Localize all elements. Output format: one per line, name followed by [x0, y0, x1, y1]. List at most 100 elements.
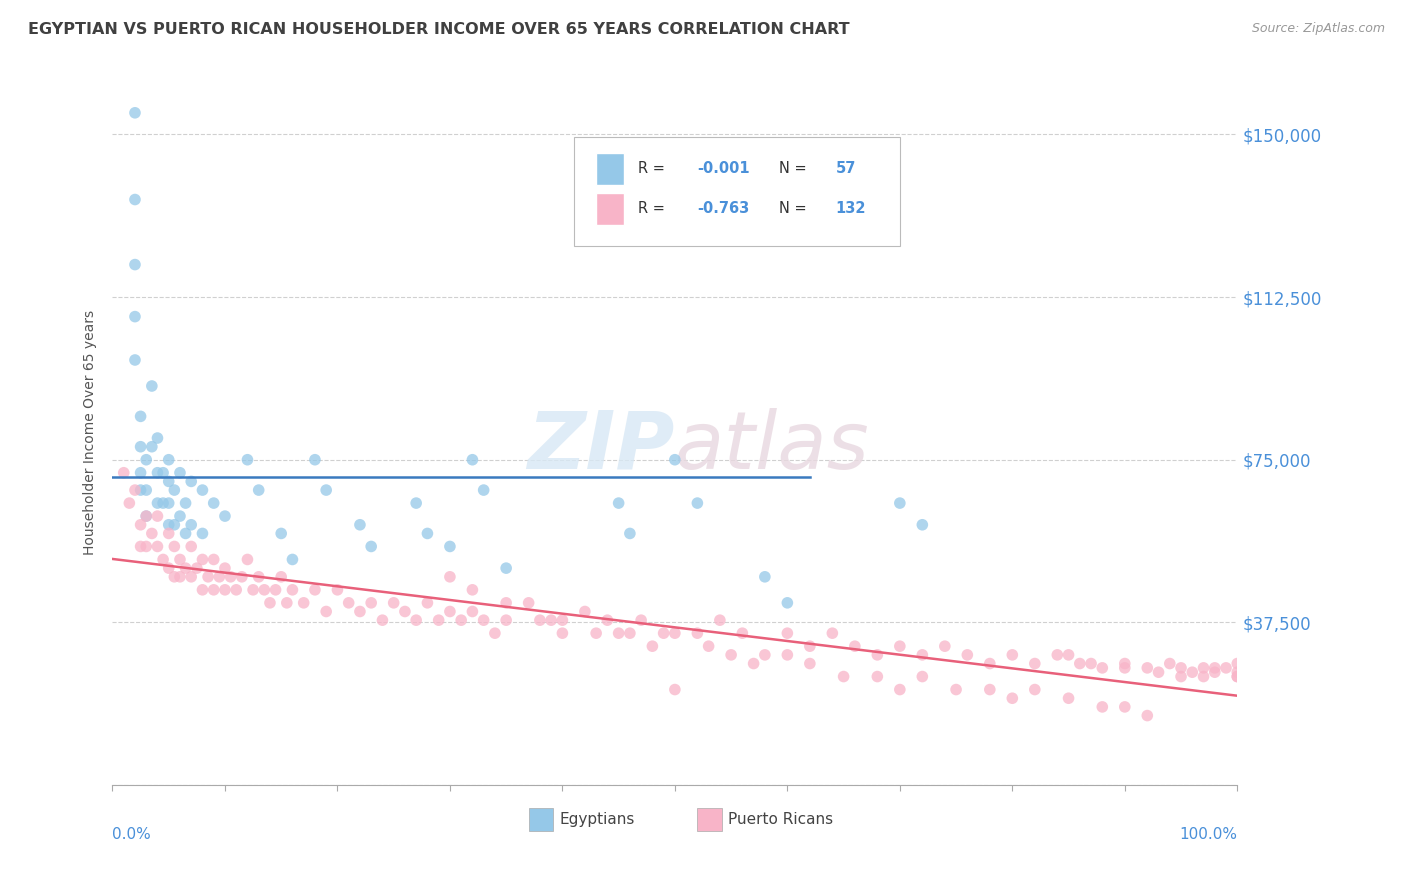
Point: [247, 570, 270, 584]
Point: [157, 526, 180, 541]
Point: [439, 540, 461, 554]
Point: [124, 310, 146, 324]
Point: [911, 669, 934, 683]
Point: [709, 613, 731, 627]
Point: [427, 613, 450, 627]
Point: [1114, 699, 1136, 714]
Point: [439, 605, 461, 619]
Point: [219, 570, 242, 584]
Point: [1024, 682, 1046, 697]
Point: [360, 540, 382, 554]
Point: [163, 483, 186, 497]
Point: [776, 596, 799, 610]
Point: [517, 596, 540, 610]
Point: [236, 452, 259, 467]
Point: [270, 570, 292, 584]
Point: [135, 509, 157, 524]
Point: [225, 582, 247, 597]
Text: -0.001: -0.001: [697, 161, 749, 177]
Point: [141, 379, 163, 393]
Point: [551, 613, 574, 627]
Point: [889, 682, 911, 697]
Point: [664, 626, 686, 640]
Y-axis label: Householder Income Over 65 years: Householder Income Over 65 years: [83, 310, 97, 555]
Point: [141, 526, 163, 541]
Text: -0.763: -0.763: [697, 202, 749, 217]
Point: [844, 639, 866, 653]
Point: [607, 626, 630, 640]
Point: [382, 596, 405, 610]
Point: [607, 496, 630, 510]
Point: [1001, 648, 1024, 662]
Point: [652, 626, 675, 640]
Point: [191, 526, 214, 541]
Point: [169, 509, 191, 524]
Point: [776, 648, 799, 662]
Point: [461, 605, 484, 619]
Point: [1226, 669, 1249, 683]
Point: [146, 466, 169, 480]
Point: [551, 626, 574, 640]
Point: [129, 440, 152, 454]
Point: [821, 626, 844, 640]
Text: 57: 57: [835, 161, 856, 177]
Point: [1170, 669, 1192, 683]
Text: ZIP: ZIP: [527, 408, 675, 486]
Point: [253, 582, 276, 597]
Point: [1069, 657, 1091, 671]
Point: [1159, 657, 1181, 671]
Point: [472, 483, 495, 497]
Point: [1147, 665, 1170, 680]
Point: [163, 540, 186, 554]
Point: [264, 582, 287, 597]
Point: [979, 682, 1001, 697]
Point: [202, 552, 225, 566]
Point: [247, 483, 270, 497]
Point: [360, 596, 382, 610]
Point: [118, 496, 141, 510]
Point: [124, 193, 146, 207]
Point: [394, 605, 416, 619]
Point: [1046, 648, 1069, 662]
Point: [1215, 661, 1237, 675]
Point: [889, 496, 911, 510]
Point: [292, 596, 315, 610]
Point: [529, 613, 551, 627]
Point: [1181, 665, 1204, 680]
Point: [180, 570, 202, 584]
Text: R =: R =: [638, 161, 669, 177]
Point: [146, 496, 169, 510]
Point: [152, 466, 174, 480]
Point: [1226, 669, 1249, 683]
Point: [276, 596, 298, 610]
Text: Puerto Ricans: Puerto Ricans: [728, 812, 832, 827]
Point: [956, 648, 979, 662]
Point: [664, 452, 686, 467]
Point: [304, 582, 326, 597]
Text: Egyptians: Egyptians: [560, 812, 634, 827]
Text: atlas: atlas: [675, 408, 870, 486]
Point: [124, 105, 146, 120]
Point: [450, 613, 472, 627]
Point: [124, 483, 146, 497]
Point: [540, 613, 562, 627]
Point: [630, 613, 652, 627]
Point: [461, 582, 484, 597]
Point: [242, 582, 264, 597]
Point: [731, 626, 754, 640]
Point: [163, 517, 186, 532]
Point: [191, 582, 214, 597]
Point: [152, 552, 174, 566]
Point: [270, 526, 292, 541]
Text: 0.0%: 0.0%: [112, 827, 152, 842]
Point: [202, 582, 225, 597]
Point: [619, 626, 641, 640]
Point: [174, 496, 197, 510]
Point: [129, 483, 152, 497]
Point: [191, 483, 214, 497]
Point: [1204, 661, 1226, 675]
Point: [236, 552, 259, 566]
Point: [281, 552, 304, 566]
Point: [135, 483, 157, 497]
Point: [1192, 661, 1215, 675]
